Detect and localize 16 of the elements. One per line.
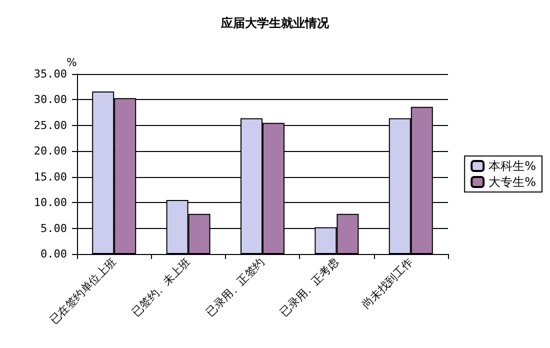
y-tick-label: 20.00 [34,144,67,158]
y-tick-label: 30.00 [34,93,67,106]
legend-label: 本科生% [488,159,536,173]
y-tick-label: 0.00 [40,248,67,260]
legend-label: 大专生% [488,175,536,189]
y-tick-label: 5.00 [40,222,67,235]
y-tick-label: 15.00 [34,170,67,184]
x-tick-label: 已录用、正考虑 [278,255,342,320]
x-tick-label: 已签约、未上班 [129,255,193,320]
y-tick-label: 25.00 [34,118,67,132]
y-tick-label: 10.00 [34,196,67,210]
y-axis-title: % [66,56,77,69]
x-tick-label: 已录用、正签约 [203,255,268,320]
x-tick-label: 尚未找到工作 [360,255,416,312]
chart-title: 应届大学生就业情况 [220,16,330,30]
y-tick-label: 35.00 [34,68,67,80]
